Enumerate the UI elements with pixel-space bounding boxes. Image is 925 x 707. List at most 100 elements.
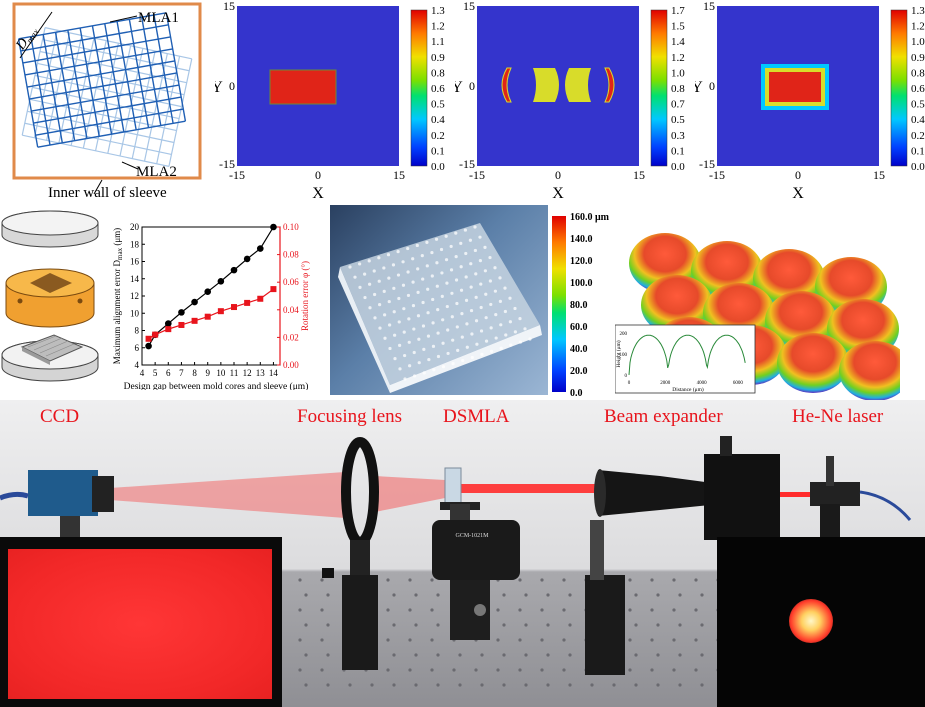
y-left-tick-label: 18 (130, 239, 140, 249)
data-point (145, 342, 152, 350)
data-point (230, 266, 238, 274)
colorbar-tick: 0.55 (431, 99, 445, 111)
y-tick-label: 15 (223, 0, 235, 13)
colorbar-tick: 0.41 (911, 114, 925, 126)
x-tick-label: 13 (256, 368, 265, 378)
colorbar-tick: 120.0 (570, 256, 593, 267)
colorbar-tick: 1.23 (911, 21, 925, 33)
colorbar (552, 216, 566, 392)
panel-mla-alignment: Dmax MLA1 MLA2 (12, 2, 212, 182)
experiment-setup-photo: GCM-1021M (0, 400, 925, 707)
data-point (145, 335, 152, 342)
y-left-tick-label: 14 (130, 274, 140, 284)
surface-profile-3d: 0 2000 4000 6000 0 100 200 Distance (μm) Height … (615, 233, 900, 400)
x-tick-label: 5 (153, 368, 158, 378)
setup-label-ccd: CCD (40, 406, 80, 427)
ccd-image-inset (0, 537, 282, 707)
inset-x-label: Distance (μm) (672, 386, 704, 393)
x-axis-label: X (312, 185, 324, 200)
y-left-tick-label: 20 (130, 222, 140, 232)
dsmla-mount: GCM-1021M (432, 467, 520, 640)
laser-beam (760, 492, 820, 497)
laser-spot-inset (717, 537, 925, 707)
data-point (270, 286, 277, 293)
colorbar-tick: 0.00 (911, 161, 925, 173)
data-point (165, 326, 172, 333)
colorbar-tick: 80.0 (570, 300, 588, 311)
dsmla-photo-drawing (338, 223, 542, 393)
colorbar-tick: 1.22 (671, 52, 685, 64)
ccd-camera (0, 470, 114, 546)
y-tick-label: 0 (469, 79, 475, 93)
setup-label-dsmla: DSMLA (443, 406, 510, 427)
colorbar-tick: 1.09 (911, 36, 925, 48)
data-point (217, 308, 224, 315)
x-tick-label: 15 (393, 168, 405, 182)
dsmla-photo (330, 205, 548, 395)
y-right-tick-label: 0.04 (283, 305, 299, 315)
data-point (244, 299, 251, 306)
inset-x-tick: 6000 (733, 381, 744, 386)
colorbar-tick: 0.28 (431, 130, 445, 142)
data-point (178, 321, 185, 328)
center-lobe (565, 68, 591, 102)
y-left-tick-label: 8 (135, 326, 140, 336)
setup-label-focusing-lens: Focusing lens (297, 406, 403, 427)
mla2-label: MLA2 (136, 164, 177, 180)
y-right-tick-label: 0.02 (283, 332, 299, 342)
y-tick-label: -15 (459, 157, 475, 171)
focusing-lens (322, 437, 379, 670)
x-tick-label: 0 (795, 168, 801, 182)
data-point (256, 245, 264, 252)
side-lobe (501, 67, 512, 103)
y-right-tick-label: 0.06 (283, 277, 299, 287)
colorbar-tick: 60.0 (570, 322, 588, 333)
colorbar-tick: 0.14 (911, 145, 925, 157)
colorbar-tick: 1.40 (671, 36, 685, 48)
x-tick-label: 0 (315, 168, 321, 182)
sleeve-pointer (93, 179, 103, 195)
uniform-spot (769, 72, 821, 102)
y-tick-label: 0 (709, 79, 715, 93)
colorbar-tick: 0.95 (911, 52, 925, 64)
colorbar-tick: 0.52 (671, 114, 685, 126)
colorbar-tick: 0.00 (671, 161, 685, 173)
x-tick-label: 8 (192, 368, 197, 378)
colorbar-tick: 1.75 (671, 5, 685, 17)
colorbar-tick: 0.69 (431, 83, 445, 95)
colorbar-tick: 0.27 (911, 130, 925, 142)
uniform-red-pattern (8, 549, 272, 699)
x-axis-label: X (792, 185, 804, 200)
colorbar-tick: 1.36 (911, 5, 925, 17)
colorbar-tick: 0.83 (431, 67, 445, 79)
x-tick-label: 15 (633, 168, 645, 182)
profile-inset: 0 2000 4000 6000 0 100 200 Distance (μm) Height … (615, 324, 756, 394)
sim-map-1: -15 0 15 15 0 -15 X Y 1.38 1.24 1.10 0.96 0.83 0.69 0.… (215, 0, 445, 200)
colorbar-tick: 100.0 (570, 278, 593, 289)
x-tick-label: 12 (243, 368, 252, 378)
collimated-beam (445, 484, 605, 493)
x-tick-label: 14 (269, 368, 279, 378)
colorbar-tick: 0.70 (671, 99, 685, 111)
microlens-array (348, 225, 532, 381)
he-ne-laser (810, 456, 912, 544)
y-left-tick-label: 6 (135, 343, 140, 353)
mount-marking: GCM-1021M (455, 533, 489, 539)
setup-drawing: GCM-1021M (0, 436, 912, 687)
diverging-beam (110, 472, 345, 518)
inset-y-tick: 100 (620, 353, 628, 358)
colorbar-tick: 1.05 (671, 67, 685, 79)
colorbar-tick: 0.35 (671, 130, 685, 142)
data-point (257, 295, 264, 302)
center-lobe (533, 68, 559, 102)
colorbar (890, 9, 908, 167)
inset-y-tick: 0 (625, 374, 628, 379)
colorbar-tick: 140.0 (570, 234, 593, 245)
data-point (231, 304, 237, 311)
mla1-label: MLA1 (138, 10, 179, 26)
height-colorbar: 160.0 μm 140.0 120.0 100.0 80.0 60.0 40.0 20.0 0… (552, 212, 610, 399)
x-tick-label: 11 (230, 368, 239, 378)
mla2-pointer (121, 161, 139, 170)
side-lobe (604, 67, 615, 103)
colorbar-tick: 0.41 (431, 114, 445, 126)
